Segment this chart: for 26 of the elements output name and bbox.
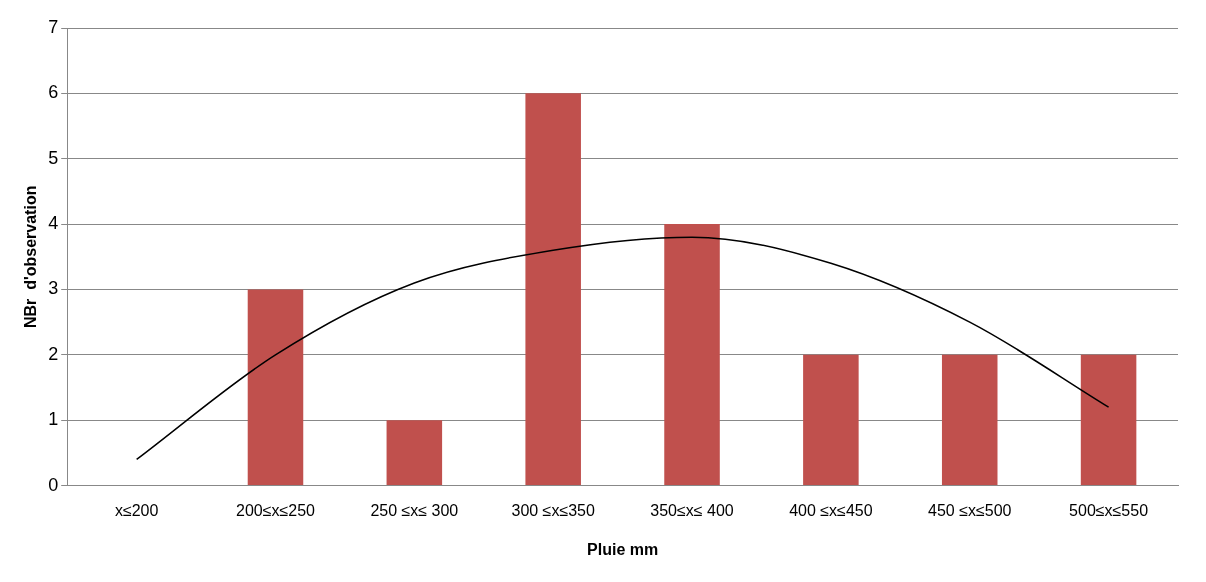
line-series bbox=[135, 236, 1110, 461]
y-tick-label: 4 bbox=[48, 213, 59, 234]
x-tick-label: 450 ≤x≤500 bbox=[928, 501, 1012, 519]
bar bbox=[1080, 354, 1137, 486]
y-tick-label: 2 bbox=[48, 343, 59, 364]
bar bbox=[525, 93, 581, 486]
x-tick-label: 200≤x≤250 bbox=[236, 501, 316, 519]
y-tick-label: 0 bbox=[48, 474, 59, 495]
x-tick-label: 400 ≤x≤450 bbox=[789, 501, 873, 519]
y-axis-title: NBr d'observation bbox=[22, 185, 40, 329]
y-tick-label: 6 bbox=[48, 82, 59, 103]
y-tick-label: 3 bbox=[48, 278, 59, 299]
bar bbox=[803, 354, 859, 486]
x-tick-label: x≤200 bbox=[114, 501, 159, 519]
y-tick-label: 5 bbox=[48, 147, 59, 168]
x-tick-label: 300 ≤x≤350 bbox=[511, 501, 595, 519]
x-axis-title: Pluie mm bbox=[587, 540, 659, 558]
bar bbox=[247, 289, 304, 486]
x-tick-label: 250 ≤x≤ 300 bbox=[370, 501, 459, 519]
y-tick-label: 7 bbox=[48, 16, 59, 37]
y-tick-label: 1 bbox=[48, 409, 59, 430]
bar bbox=[941, 354, 998, 486]
x-tick-label: 500≤x≤550 bbox=[1069, 501, 1149, 519]
bar bbox=[386, 420, 443, 486]
bar bbox=[664, 224, 720, 486]
x-tick-label: 350≤x≤ 400 bbox=[650, 501, 734, 519]
